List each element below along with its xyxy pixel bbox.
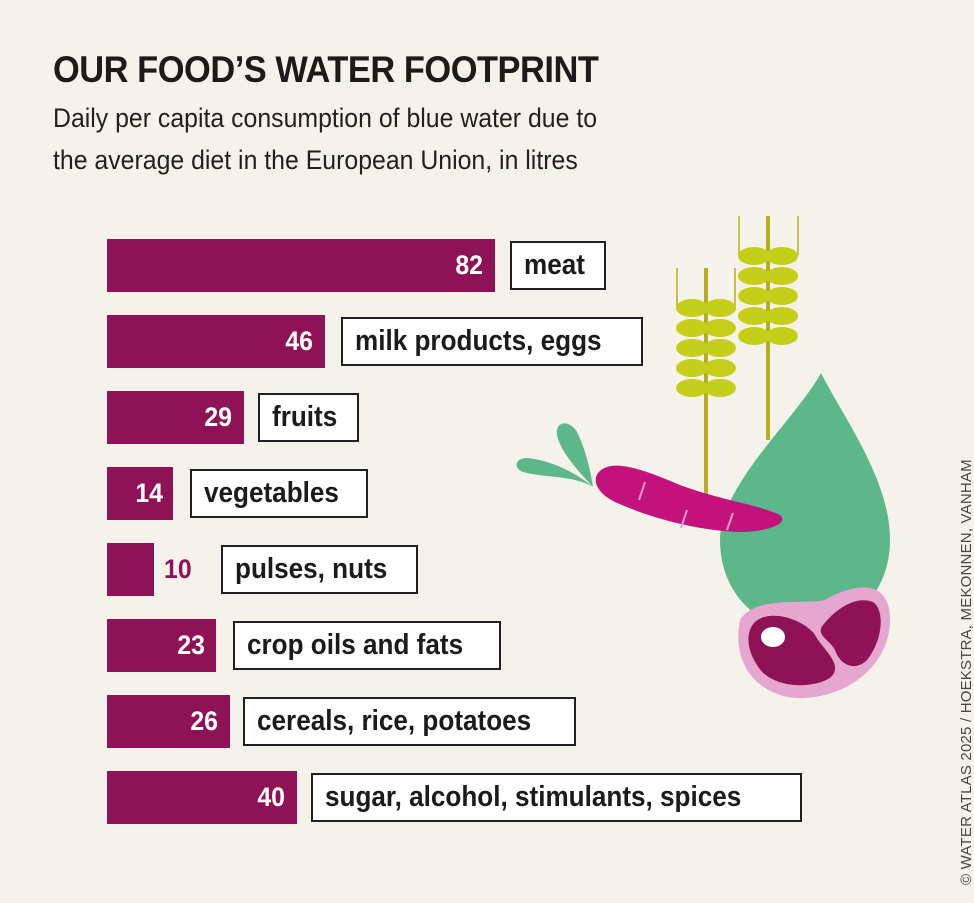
category-label: pulses, nuts [221, 545, 419, 594]
wheat-icon [738, 216, 799, 440]
bar-value: 46 [285, 326, 313, 356]
bar-value: 29 [204, 402, 232, 432]
bar [107, 467, 173, 520]
bar [107, 315, 325, 368]
category-label: fruits [258, 393, 359, 442]
steak-icon [738, 587, 890, 699]
bar [107, 695, 230, 748]
carrot-icon [516, 423, 783, 532]
bar-value: 23 [177, 630, 205, 660]
subtitle-line-1: Daily per capita consumption of blue wat… [53, 103, 598, 133]
subtitle-line-2: the average diet in the European Union, … [53, 145, 578, 175]
bar [107, 771, 297, 824]
category-label: sugar, alcohol, stimulants, spices [311, 773, 802, 822]
bar-value: 40 [257, 782, 285, 812]
credit-text: © WATER ATLAS 2025 / HOEKSTRA, MEKONNEN,… [958, 459, 974, 885]
category-label: cereals, rice, potatoes [243, 697, 576, 746]
bar-value: 26 [190, 706, 218, 736]
category-label: crop oils and fats [233, 621, 502, 670]
bar-value: 82 [455, 250, 483, 280]
bar [107, 239, 495, 292]
bar [107, 391, 244, 444]
bar [107, 543, 154, 596]
chart-subtitle: Daily per capita consumption of blue wat… [53, 97, 715, 181]
bar [107, 619, 216, 672]
water-drop-icon [720, 373, 890, 630]
category-label: milk products, eggs [341, 317, 643, 366]
category-label: vegetables [190, 469, 368, 518]
bar-value: 14 [135, 478, 163, 508]
food-illustration [516, 216, 890, 699]
chart-title: OUR FOOD’S WATER FOOTPRINT [53, 49, 599, 90]
bar-value: 10 [164, 554, 192, 584]
wheat-icon [676, 268, 736, 510]
category-label: meat [510, 241, 606, 290]
